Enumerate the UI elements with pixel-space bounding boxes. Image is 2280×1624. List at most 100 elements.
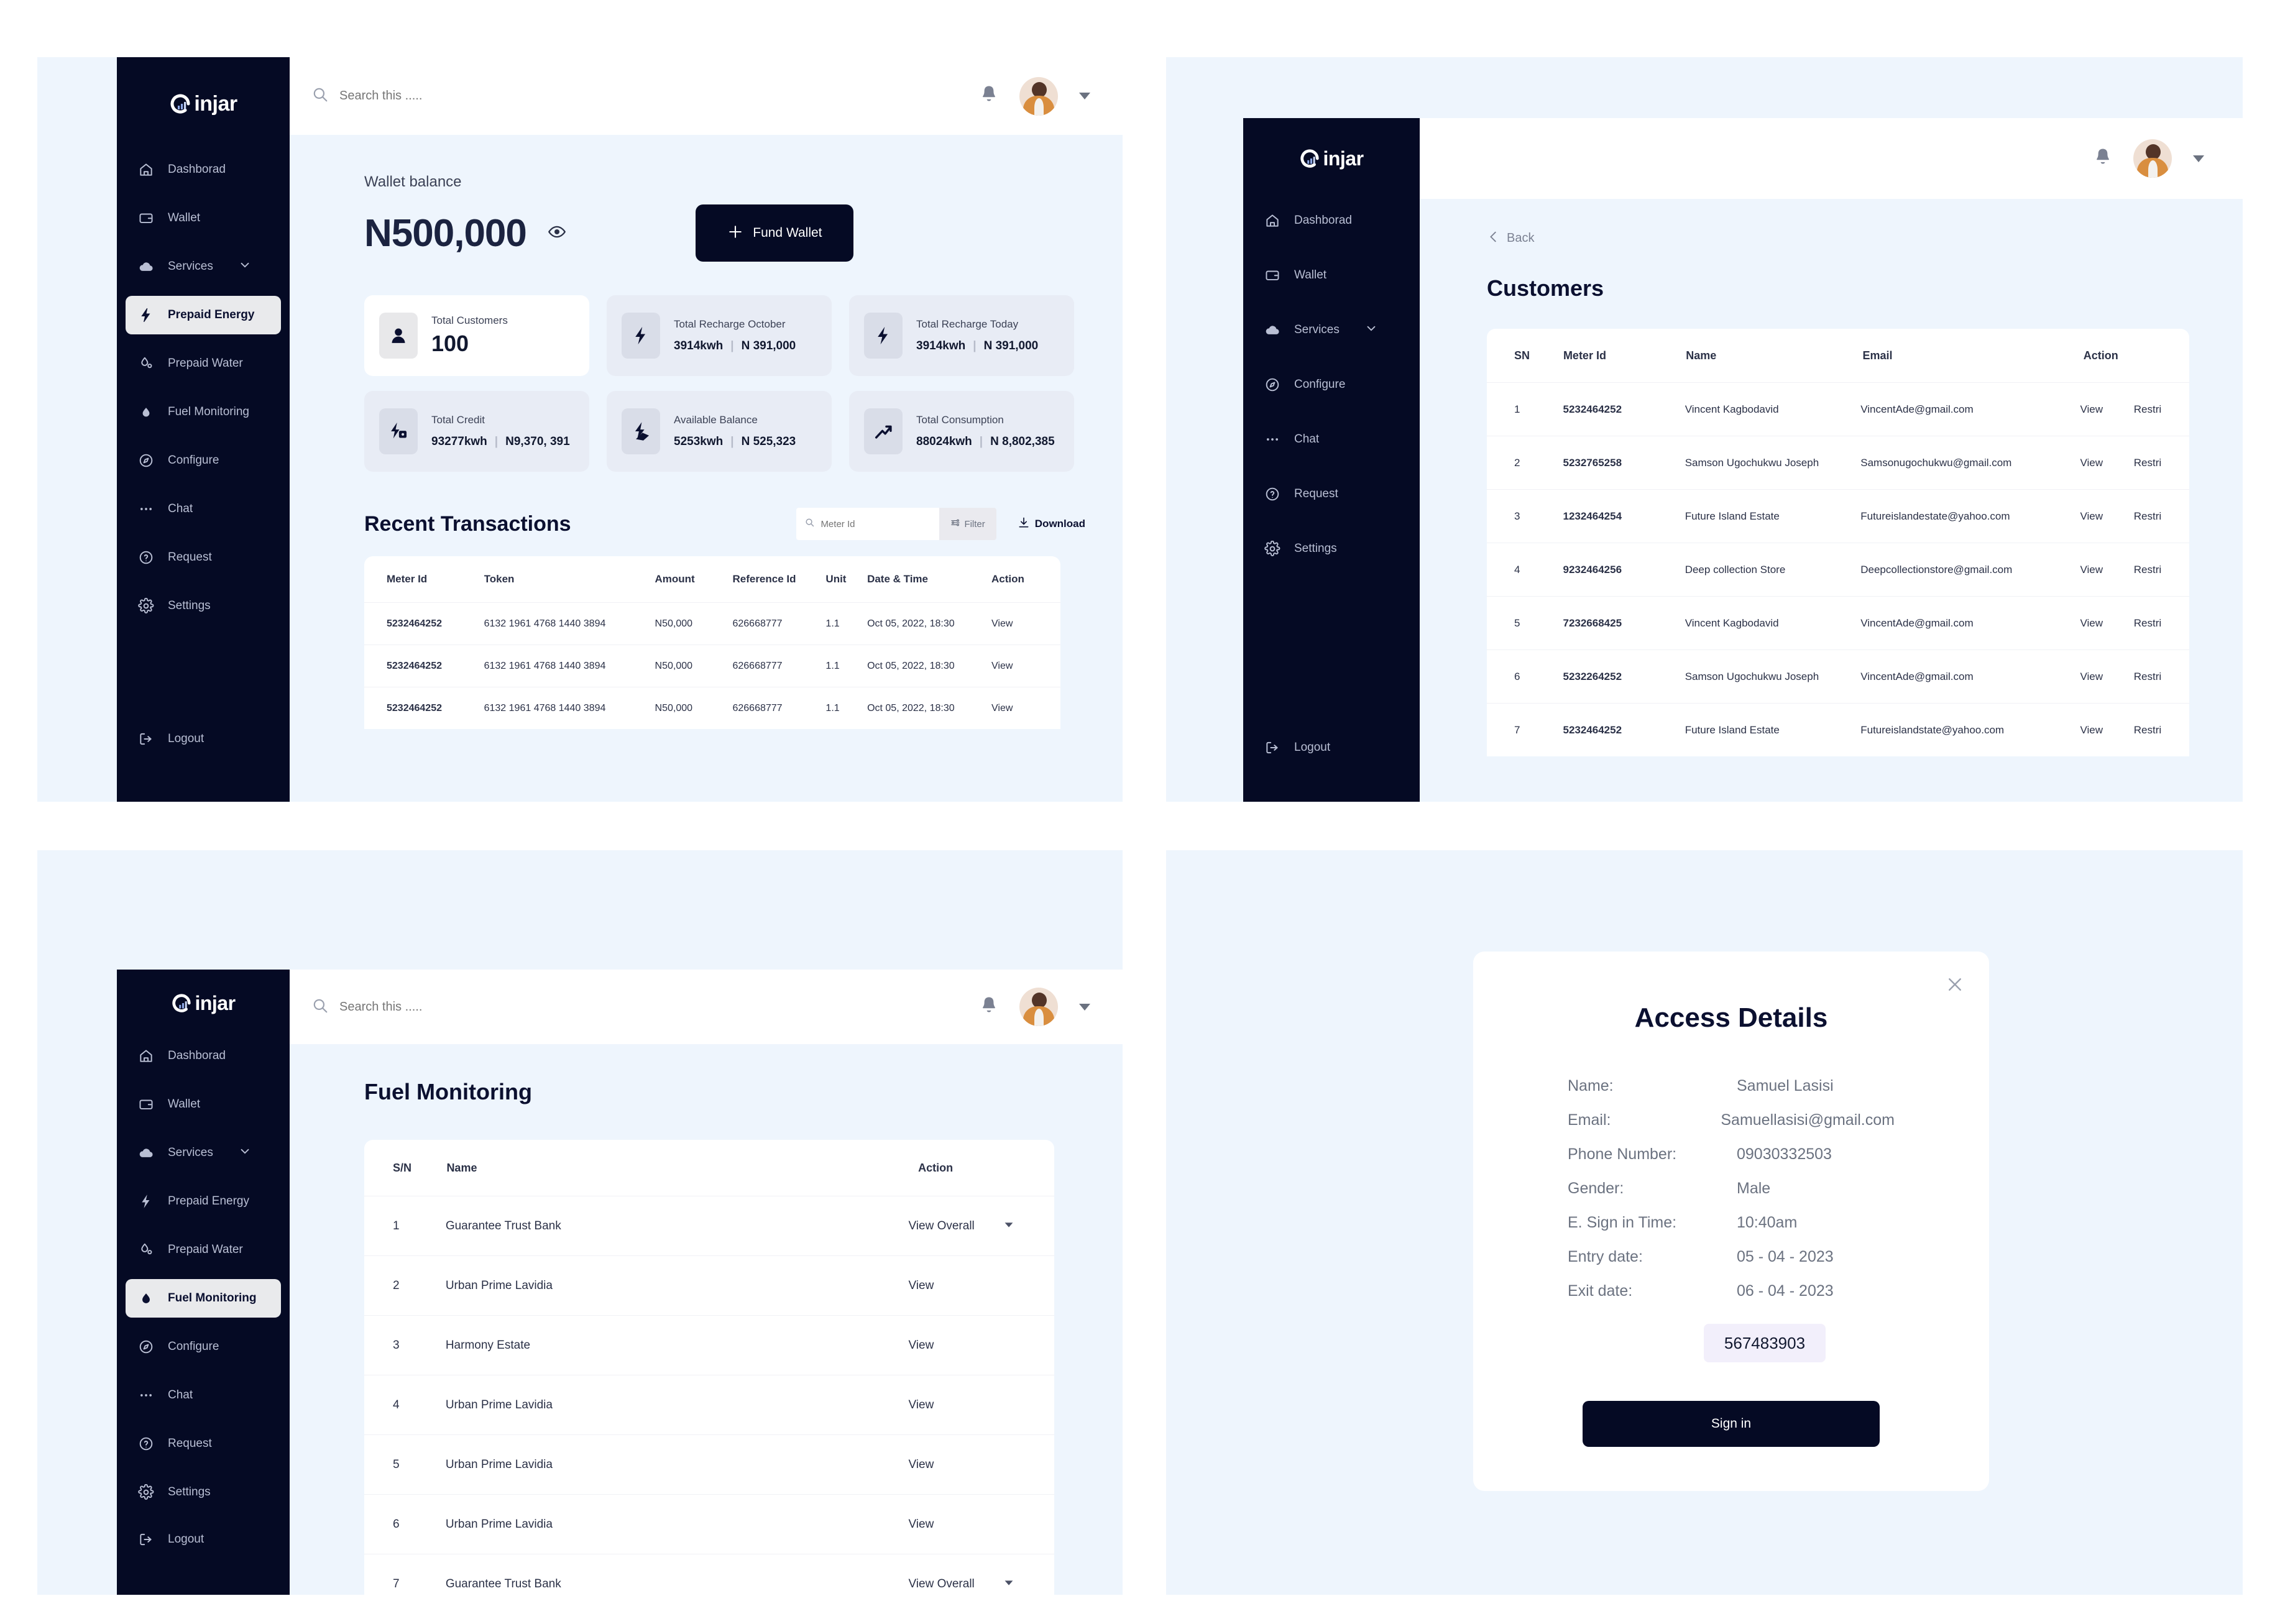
restrict-link[interactable]: Restrict — [2133, 617, 2162, 629]
view-link[interactable]: View — [2080, 670, 2103, 682]
table-row[interactable]: 2 5232765258 Samson Ugochukwu Joseph Samson… — [1487, 436, 2189, 489]
table-row[interactable]: 7 5232464252 Future Island Estate Futureisl… — [1487, 703, 2189, 756]
table-row[interactable]: 5 Urban Prime Lavidia View — [364, 1434, 1054, 1494]
table-row[interactable]: 7 Guarantee Trust Bank View Overall — [364, 1554, 1054, 1595]
sidebar-item-dashborad[interactable]: Dashborad — [126, 150, 281, 189]
restrict-link[interactable]: Restrict — [2133, 563, 2162, 576]
back-button[interactable]: Back — [1487, 230, 2204, 247]
table-row[interactable]: 5232464252 6132 1961 4768 1440 3894 N50,00… — [364, 602, 1060, 645]
sidebar-item-chat[interactable]: Chat — [1252, 418, 1411, 461]
table-row[interactable]: 1 5232464252 Vincent Kagbodavid VincentAde@… — [1487, 382, 2189, 436]
restrict-link[interactable]: Restrict — [2133, 403, 2162, 415]
view-link[interactable]: View Overall — [908, 1577, 975, 1590]
table-row[interactable]: 5232464252 6132 1961 4768 1440 3894 N50,00… — [364, 687, 1060, 729]
user-avatar[interactable] — [1019, 76, 1058, 116]
table-row[interactable]: 1 Guarantee Trust Bank View Overall — [364, 1196, 1054, 1255]
sidebar-item-prepaid-energy[interactable]: Prepaid Energy — [126, 1182, 281, 1221]
view-link[interactable]: View — [991, 618, 1013, 629]
sidebar-item-label: Chat — [168, 1388, 193, 1402]
sidebar-item-settings[interactable]: Settings — [126, 1473, 281, 1512]
table-row[interactable]: 5 7232668425 Vincent Kagbodavid VincentAde@… — [1487, 596, 2189, 649]
filter-button[interactable]: Filter — [939, 508, 996, 540]
sidebar-item-configure[interactable]: Configure — [126, 441, 281, 480]
sidebar-item-settings[interactable]: Settings — [1252, 527, 1411, 571]
sidebar-item-wallet[interactable]: Wallet — [1252, 254, 1411, 297]
expand-chevron-down-icon[interactable] — [1002, 1218, 1026, 1235]
sidebar-item-prepaid-water[interactable]: Prepaid Water — [126, 344, 281, 383]
view-link[interactable]: View — [2080, 403, 2103, 415]
search-input[interactable] — [339, 89, 663, 103]
restrict-link[interactable]: Restrict — [2133, 723, 2162, 736]
sidebar-item-services[interactable]: Services — [1252, 308, 1411, 352]
user-menu-chevron-down-icon[interactable] — [2193, 155, 2204, 162]
view-link[interactable]: View — [908, 1457, 934, 1471]
expand-chevron-down-icon[interactable] — [1002, 1576, 1026, 1593]
sign-in-button[interactable]: Sign in — [1583, 1401, 1880, 1447]
close-icon[interactable] — [1946, 975, 1964, 997]
sidebar-item-wallet[interactable]: Wallet — [126, 1085, 281, 1124]
view-link[interactable]: View — [2080, 723, 2103, 736]
table-row[interactable]: 6 Urban Prime Lavidia View — [364, 1494, 1054, 1554]
chevron-down-icon[interactable] — [1364, 321, 1378, 339]
sidebar-item-wallet[interactable]: Wallet — [126, 199, 281, 237]
chevron-down-icon[interactable] — [238, 258, 252, 275]
chevron-down-icon[interactable] — [238, 1144, 252, 1162]
sidebar-item-fuel-monitoring[interactable]: Fuel Monitoring — [126, 393, 281, 431]
table-row[interactable]: 6 5232264252 Samson Ugochukwu Joseph Vincen… — [1487, 649, 2189, 703]
sidebar-item-services[interactable]: Services — [126, 1134, 281, 1172]
view-link[interactable]: View — [908, 1338, 934, 1352]
fund-wallet-button[interactable]: Fund Wallet — [695, 204, 853, 262]
table-row[interactable]: 3 1232464254 Future Island Estate Futureisl… — [1487, 489, 2189, 543]
user-avatar[interactable] — [1019, 988, 1058, 1026]
download-button[interactable]: Download — [1018, 516, 1085, 532]
restrict-link[interactable]: Restrict — [2133, 670, 2162, 682]
eye-icon[interactable] — [548, 222, 566, 244]
sidebar-item-logout[interactable]: Logout — [1252, 726, 1411, 769]
sidebar-item-chat[interactable]: Chat — [126, 1376, 281, 1415]
sidebar-item-fuel-monitoring[interactable]: Fuel Monitoring — [126, 1279, 281, 1318]
user-avatar[interactable] — [2133, 139, 2172, 178]
view-link[interactable]: View — [991, 660, 1013, 671]
user-menu-chevron-down-icon[interactable] — [1079, 93, 1090, 99]
sidebar-item-request[interactable]: Request — [126, 538, 281, 577]
view-link[interactable]: View — [908, 1517, 934, 1531]
sidebar-item-prepaid-water[interactable]: Prepaid Water — [126, 1231, 281, 1269]
view-link[interactable]: View Overall — [908, 1219, 975, 1232]
sidebar-item-request[interactable]: Request — [126, 1424, 281, 1463]
meter-id-search[interactable] — [796, 508, 940, 540]
user-menu-chevron-down-icon[interactable] — [1079, 1003, 1090, 1011]
sidebar-item-chat[interactable]: Chat — [126, 490, 281, 528]
view-link[interactable]: View — [991, 702, 1013, 713]
sidebar-item-request[interactable]: Request — [1252, 472, 1411, 516]
table-row[interactable]: 4 9232464256 Deep collection Store Deepcoll… — [1487, 543, 2189, 596]
notification-bell-icon[interactable] — [980, 85, 998, 108]
sidebar-item-label: Wallet — [168, 1098, 201, 1111]
restrict-link[interactable]: Restrict — [2133, 456, 2162, 469]
view-link[interactable]: View — [2080, 456, 2103, 469]
view-link[interactable]: View — [908, 1278, 934, 1292]
view-link[interactable]: View — [2080, 617, 2103, 629]
table-row[interactable]: 2 Urban Prime Lavidia View — [364, 1255, 1054, 1315]
view-link[interactable]: View — [908, 1398, 934, 1411]
sidebar-item-logout[interactable]: Logout — [126, 720, 281, 758]
sidebar-item-settings[interactable]: Settings — [126, 587, 281, 625]
global-search[interactable] — [312, 86, 663, 106]
table-row[interactable]: 4 Urban Prime Lavidia View — [364, 1375, 1054, 1434]
view-link[interactable]: View — [2080, 563, 2103, 576]
sidebar-item-prepaid-energy[interactable]: Prepaid Energy — [126, 296, 281, 334]
table-row[interactable]: 3 Harmony Estate View — [364, 1315, 1054, 1375]
notification-bell-icon[interactable] — [2094, 147, 2112, 170]
sidebar-item-logout[interactable]: Logout — [126, 1520, 281, 1559]
notification-bell-icon[interactable] — [980, 996, 998, 1019]
sidebar-item-dashborad[interactable]: Dashborad — [126, 1037, 281, 1075]
sidebar-item-configure[interactable]: Configure — [126, 1328, 281, 1366]
sidebar-item-services[interactable]: Services — [126, 247, 281, 286]
sidebar-item-configure[interactable]: Configure — [1252, 363, 1411, 406]
sidebar-item-dashborad[interactable]: Dashborad — [1252, 199, 1411, 242]
view-link[interactable]: View — [2080, 510, 2103, 522]
restrict-link[interactable]: Restrict — [2133, 510, 2162, 522]
search-input[interactable] — [339, 999, 663, 1014]
meter-id-input[interactable] — [821, 518, 914, 530]
table-row[interactable]: 5232464252 6132 1961 4768 1440 3894 N50,00… — [364, 645, 1060, 687]
global-search[interactable] — [312, 998, 663, 1017]
